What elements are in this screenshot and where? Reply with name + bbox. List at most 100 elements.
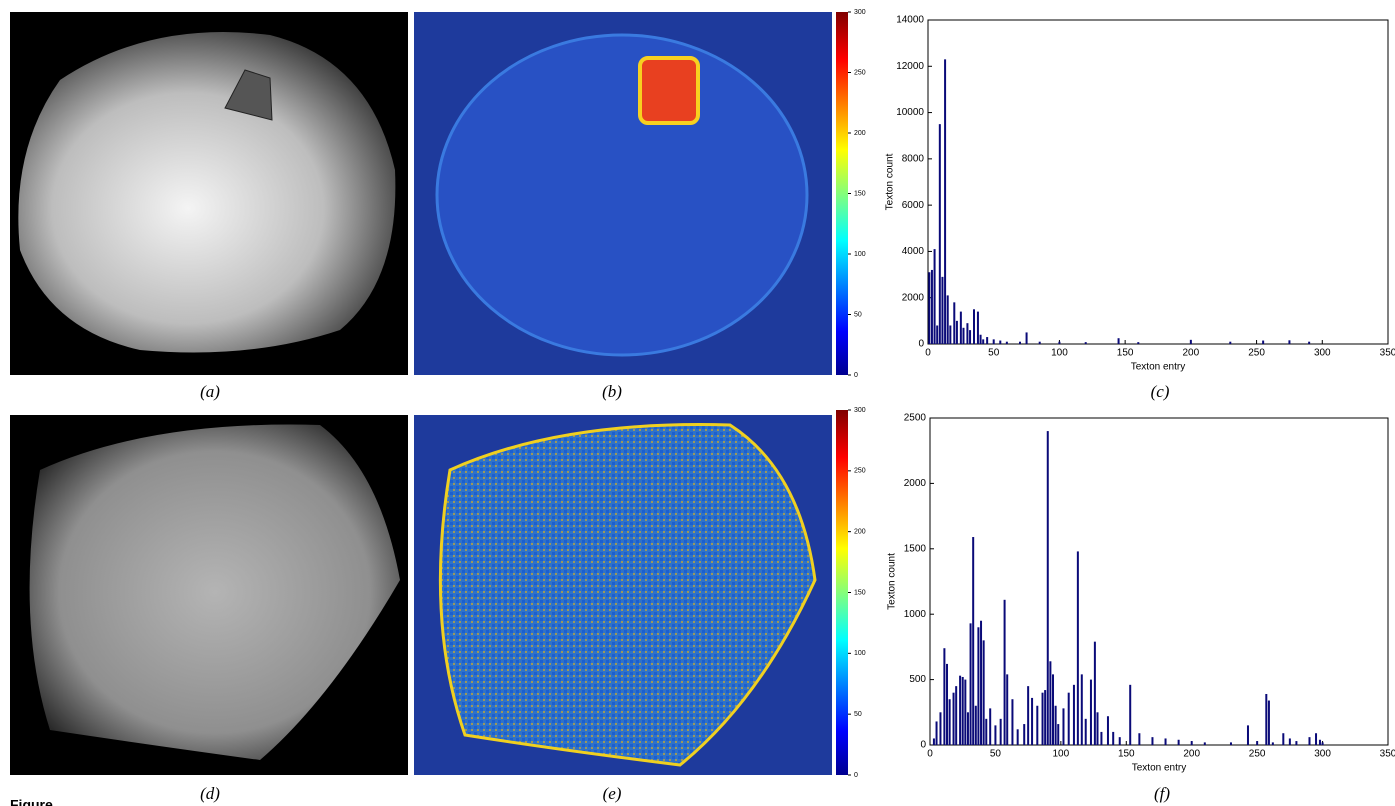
y-tick-label: 10000 — [896, 107, 924, 118]
colorbar-tick-label: 0 — [854, 372, 858, 379]
x-tick-label: 300 — [1314, 348, 1331, 359]
y-tick-label: 2500 — [904, 413, 927, 424]
panel-caption: (f) — [1154, 784, 1170, 803]
bar — [1262, 340, 1265, 344]
bar — [1100, 731, 1103, 745]
bar — [1295, 741, 1298, 745]
colorbar-tick-label: 200 — [854, 529, 866, 536]
bar — [1011, 699, 1014, 745]
colorbar-tick-label: 100 — [854, 650, 866, 657]
bar — [969, 330, 972, 344]
y-tick-label: 6000 — [902, 200, 925, 211]
bar — [1308, 341, 1311, 344]
texture-map — [438, 423, 817, 767]
bar — [1288, 738, 1291, 745]
colorbar-tick-label: 300 — [854, 407, 866, 414]
x-tick-label: 100 — [1053, 749, 1070, 760]
bar — [976, 311, 979, 344]
colorbar-tick-label: 300 — [854, 9, 866, 16]
bar — [1151, 737, 1154, 745]
bar — [1016, 729, 1019, 745]
x-tick-label: 0 — [927, 749, 933, 760]
x-tick-label: 200 — [1183, 348, 1200, 359]
bar — [959, 311, 962, 344]
x-axis-label: Texton entry — [1131, 362, 1185, 373]
bar — [1138, 733, 1141, 745]
bar — [946, 663, 949, 745]
bar — [999, 340, 1002, 344]
bar — [1052, 674, 1055, 745]
x-tick-label: 100 — [1051, 348, 1068, 359]
bar — [1318, 739, 1321, 745]
bar — [1190, 741, 1193, 745]
bar — [1282, 733, 1285, 745]
bar — [1265, 693, 1268, 745]
bar — [936, 325, 939, 344]
bar — [1117, 338, 1120, 344]
colorbar-tick-label: 50 — [854, 311, 862, 318]
bar — [1112, 731, 1115, 745]
bar — [1315, 733, 1318, 745]
bar — [980, 620, 983, 745]
x-tick-label: 250 — [1249, 749, 1266, 760]
bar — [1003, 599, 1006, 745]
bar — [979, 334, 982, 344]
plot-area — [927, 19, 1389, 345]
colorbar-tick-label: 150 — [854, 589, 866, 596]
bar — [1321, 742, 1324, 745]
bar — [1025, 332, 1028, 344]
bar — [1229, 341, 1232, 344]
y-tick-label: 0 — [918, 339, 924, 350]
bar — [1072, 684, 1075, 745]
y-tick-label: 1000 — [904, 609, 927, 620]
bar — [949, 325, 952, 344]
bar — [1084, 342, 1087, 344]
bar — [1041, 692, 1044, 745]
bar — [1057, 724, 1060, 745]
x-tick-label: 350 — [1380, 749, 1395, 760]
bar — [946, 295, 949, 344]
bar — [1084, 718, 1087, 745]
bar — [1076, 551, 1079, 745]
bar — [1271, 742, 1274, 745]
y-tick-label: 1500 — [904, 543, 927, 554]
x-tick-label: 150 — [1118, 749, 1135, 760]
bar — [964, 679, 967, 745]
bar — [992, 339, 995, 344]
bar — [941, 276, 944, 344]
y-tick-label: 4000 — [902, 246, 925, 257]
panel-caption: (a) — [200, 382, 220, 401]
bar — [1006, 674, 1009, 745]
bar — [1106, 716, 1109, 745]
colorbar-tick-label: 0 — [854, 772, 858, 779]
bar — [989, 708, 992, 745]
bar — [943, 648, 946, 745]
figure-label: Figure — [10, 797, 53, 806]
bar — [1080, 674, 1083, 745]
bar — [1031, 697, 1034, 745]
y-tick-label: 500 — [909, 674, 926, 685]
bar — [1308, 737, 1311, 745]
bar — [1288, 340, 1291, 344]
bar — [953, 302, 956, 344]
colorbar-tick-label: 50 — [854, 711, 862, 718]
y-axis-label: Texton count — [887, 553, 898, 610]
bar — [948, 699, 951, 745]
precipitate-drop — [29, 424, 400, 760]
bar — [930, 269, 933, 344]
panel-caption: (c) — [1151, 382, 1170, 401]
plot-area — [929, 417, 1389, 746]
y-tick-label: 8000 — [902, 153, 925, 164]
bar — [1005, 341, 1008, 344]
bar — [972, 537, 975, 745]
colorbar-tick-label: 250 — [854, 468, 866, 475]
bar — [977, 627, 980, 745]
bar — [932, 738, 935, 745]
bar — [1067, 692, 1070, 745]
bar — [959, 675, 962, 745]
colorbar-tick-label: 150 — [854, 190, 866, 197]
bar — [985, 718, 988, 745]
bar — [1038, 341, 1041, 344]
